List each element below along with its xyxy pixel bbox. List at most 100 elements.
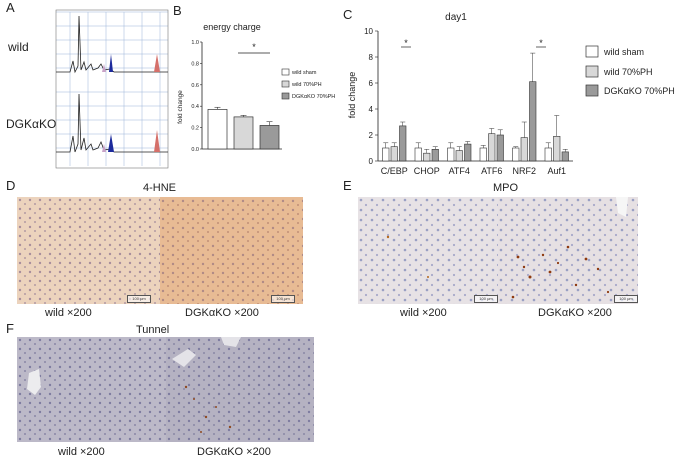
chart-c-bar xyxy=(561,151,569,162)
panel-e-title: MPO xyxy=(493,182,519,194)
caption-d-wild: wild ×200 xyxy=(45,307,92,319)
chart-c-bar xyxy=(382,147,390,162)
chart-c-bar xyxy=(423,152,431,162)
chromatogram-figure xyxy=(55,9,169,169)
chart-c-bar xyxy=(553,136,561,162)
legend-b-swatch-sham xyxy=(281,68,290,76)
chart-b-ytick-label: 0.8 xyxy=(191,61,199,67)
scalebar-e-wild: 100 μm xyxy=(474,295,498,303)
chart-c-bar xyxy=(544,147,552,162)
legend-b-label-ph: wild 70%PH xyxy=(291,82,322,88)
caption-e-wild: wild ×200 xyxy=(400,307,447,319)
energy-charge-chart: energy charge fold change 0.0 0.2 0.4 0.6 0.… xyxy=(177,22,335,153)
chart-b-bars xyxy=(207,106,280,150)
legend-c-label-sham: wild sham xyxy=(603,47,644,57)
panel-label-b: B xyxy=(173,3,182,18)
row-label-wild: wild xyxy=(8,40,29,54)
scalebar-e-ko: 100 μm xyxy=(614,295,638,303)
caption-f-wild: wild ×200 xyxy=(58,446,105,458)
legend-c-swatch-sham xyxy=(585,45,599,58)
chart-c-bar xyxy=(479,147,487,162)
day1-expression-chart: day1 fold change 0 2 4 6 8 10 C/EBP CHOP ATF4 AT… xyxy=(347,12,675,176)
row-label-dgkako: DGKαKO xyxy=(6,117,57,131)
panel-label-f: F xyxy=(6,321,14,336)
caption-f-ko: DGKαKO ×200 xyxy=(197,446,271,458)
panel-label-a: A xyxy=(6,0,15,15)
mpo-ko-micrograph xyxy=(498,197,638,304)
chart-c-ytick-label: 10 xyxy=(364,27,373,36)
chart-c-bar xyxy=(520,137,528,162)
chart-c-bar xyxy=(399,125,407,162)
chart-c-category-label: CHOP xyxy=(414,166,440,176)
chart-c-ylabel: fold change xyxy=(347,72,357,119)
chart-c-category-label: ATF4 xyxy=(449,166,470,176)
chart-b-ytick-label: 0.6 xyxy=(191,83,199,89)
peak-atp-ko xyxy=(154,130,160,152)
legend-b-swatch-ph xyxy=(281,80,290,88)
chart-c-bar xyxy=(529,81,537,162)
panel-f-title: Tunnel xyxy=(136,324,170,336)
chart-c-ytick-label: 0 xyxy=(369,157,374,166)
chart-c-sig-star-nrf2: * xyxy=(539,38,543,48)
chart-c-category-label: Auf1 xyxy=(547,166,566,176)
chart-c-ytick-label: 8 xyxy=(369,53,374,62)
peak-atp-wild xyxy=(154,54,160,72)
chart-c-category-label: C/EBP xyxy=(381,166,408,176)
peak-adp-wild xyxy=(109,54,113,72)
panel-d-title: 4-HNE xyxy=(143,182,177,194)
legend-b-swatch-ko xyxy=(281,92,290,100)
chart-b-bar xyxy=(207,109,228,150)
chart-b-title: energy charge xyxy=(203,22,261,32)
chart-c-legend: wild sham wild 70%PH DGKαKO 70%PH xyxy=(585,45,675,97)
chart-c-bar xyxy=(431,149,439,162)
chart-c-bar xyxy=(455,150,463,162)
legend-c-label-ph: wild 70%PH xyxy=(603,67,653,77)
scalebar-d-wild: 100 μm xyxy=(127,295,151,303)
chart-c-ytick-label: 2 xyxy=(369,131,374,140)
mpo-wild-micrograph xyxy=(358,197,498,304)
chart-c-bar xyxy=(496,134,504,162)
chart-c-bar xyxy=(414,147,422,162)
panel-label-d: D xyxy=(6,178,16,193)
legend-b-label-sham: wild sham xyxy=(291,70,317,76)
peak-amp-ko xyxy=(102,144,106,152)
chart-c-category-label: ATF6 xyxy=(481,166,502,176)
peak-adp-ko xyxy=(108,134,114,152)
chart-c-ytick-label: 6 xyxy=(369,79,374,88)
legend-c-swatch-ko xyxy=(585,84,599,97)
chart-c-axis: 0 2 4 6 8 10 xyxy=(364,27,573,166)
caption-d-ko: DGKαKO ×200 xyxy=(185,307,259,319)
legend-b-label-ko: DGKαKO 70%PH xyxy=(292,94,335,100)
tunnel-ko-micrograph xyxy=(166,337,314,442)
chart-c-sig-star-cebp: * xyxy=(404,38,408,48)
panel-label-e: E xyxy=(343,178,352,193)
chart-c-bar xyxy=(512,147,520,162)
chart-b-bar xyxy=(259,125,280,150)
chromatogram-grid xyxy=(56,11,168,166)
caption-e-ko: DGKαKO ×200 xyxy=(538,307,612,319)
chart-c-bar xyxy=(464,143,472,162)
chart-b-sig-star: * xyxy=(252,42,256,52)
hne-ko-micrograph xyxy=(160,197,303,304)
legend-c-label-ko: DGKαKO 70%PH xyxy=(604,86,675,96)
tunnel-wild-micrograph xyxy=(17,337,166,442)
chart-b-ylabel: fold change xyxy=(177,90,184,124)
chart-c-bar xyxy=(447,147,455,162)
hne-wild-micrograph xyxy=(17,197,160,304)
chart-c-category-label: NRF2 xyxy=(512,166,536,176)
chart-c-bars xyxy=(382,52,569,162)
panel-label-c: C xyxy=(343,7,353,22)
legend-c-swatch-ph xyxy=(585,65,599,78)
chart-b-ytick-label: 0.4 xyxy=(191,104,199,110)
chart-b-ytick-label: 1.0 xyxy=(191,40,199,46)
chart-c-bar xyxy=(390,146,398,162)
chart-c-title: day1 xyxy=(445,12,467,23)
chart-b-legend: wild sham wild 70%PH DGKαKO 70%PH xyxy=(281,68,335,100)
peak-amp-wild xyxy=(102,64,106,72)
chart-c-ytick-label: 4 xyxy=(369,105,374,114)
chart-b-bar xyxy=(233,116,254,150)
chart-b-ytick-label: 0.2 xyxy=(191,126,199,132)
chart-c-bar xyxy=(488,133,496,162)
scalebar-d-ko: 100 μm xyxy=(271,295,295,303)
chart-b-ytick-label: 0.0 xyxy=(191,147,199,153)
